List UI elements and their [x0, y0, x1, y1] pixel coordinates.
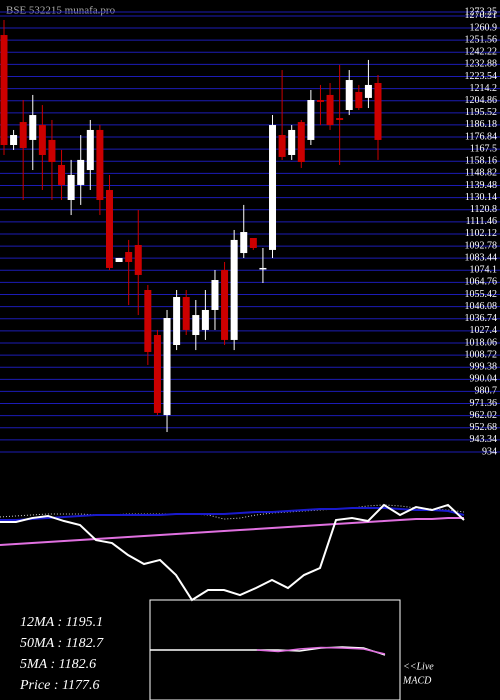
- candle-body: [10, 135, 18, 146]
- y-tick-label: 999.38: [470, 362, 498, 373]
- y-tick-label: 1260.9: [470, 22, 498, 33]
- candle-body: [269, 125, 277, 250]
- candle-body: [201, 309, 209, 330]
- y-tick-label: 1008.72: [465, 349, 498, 360]
- candle-body: [278, 135, 286, 157]
- y-tick-label: 1064.76: [465, 277, 498, 288]
- y-tick-label: 1273.25: [465, 6, 498, 17]
- y-tick-label: 1036.74: [465, 313, 498, 324]
- candle-body: [249, 237, 257, 248]
- y-tick-label: 952.68: [470, 422, 498, 433]
- candle-body: [307, 100, 315, 140]
- candle-body: [173, 297, 181, 345]
- candle-body: [345, 80, 353, 110]
- candle-body: [182, 297, 190, 330]
- candle-body: [192, 315, 200, 336]
- y-tick-label: 1158.16: [465, 156, 497, 167]
- y-tick-label: 1102.12: [465, 228, 497, 239]
- y-tick-label: 1046.08: [465, 301, 498, 312]
- candle-body: [297, 122, 305, 162]
- y-tick-label: 1130.14: [465, 192, 497, 203]
- y-tick-label: 1139.48: [465, 180, 497, 191]
- macd-label: <<Live: [403, 661, 434, 672]
- y-tick-label: 1111.46: [466, 216, 497, 227]
- y-tick-label: 1083.44: [465, 252, 498, 263]
- macd-label: MACD: [402, 675, 432, 686]
- y-tick-label: 962.02: [470, 410, 498, 421]
- y-tick-label: 1148.82: [465, 168, 497, 179]
- y-tick-label: 1242.22: [465, 47, 498, 58]
- candle-body: [288, 129, 296, 155]
- candle-body: [125, 252, 133, 262]
- y-tick-label: 1018.06: [465, 337, 498, 348]
- candle-body: [326, 94, 334, 126]
- y-tick-label: 980.7: [475, 386, 498, 397]
- y-tick-label: 1074.1: [470, 265, 498, 276]
- indicator-line: [0, 517, 464, 546]
- y-tick-label: 943.34: [470, 434, 498, 445]
- candle-body: [96, 129, 104, 200]
- candle-body: [134, 245, 142, 275]
- candle-body: [67, 174, 75, 200]
- candle-body: [0, 35, 8, 146]
- y-tick-label: 1092.78: [465, 240, 498, 251]
- y-tick-label: 1195.52: [465, 107, 497, 118]
- y-tick-label: 1120.8: [470, 204, 497, 215]
- candle-body: [77, 159, 85, 185]
- candle-body: [336, 118, 344, 120]
- candle-body: [105, 190, 113, 268]
- y-tick-label: 1176.84: [465, 131, 497, 142]
- y-tick-label: 971.36: [470, 398, 498, 409]
- candle-body: [19, 122, 27, 148]
- candle-body: [374, 83, 382, 140]
- y-tick-label: 990.04: [470, 374, 498, 385]
- y-tick-label: 1270.21: [465, 10, 498, 21]
- candle-body: [364, 84, 372, 98]
- y-tick-label: 1214.2: [470, 83, 498, 94]
- y-tick-label: 1167.5: [470, 143, 497, 154]
- candle-body: [48, 139, 56, 162]
- y-tick-label: 1204.86: [465, 95, 498, 106]
- candle-body: [163, 318, 171, 416]
- candle-body: [355, 91, 363, 109]
- candle-body: [115, 257, 123, 262]
- candle-body: [316, 100, 324, 102]
- macd-line: [256, 646, 386, 655]
- y-tick-label: 934: [482, 446, 497, 457]
- candle-body: [38, 125, 46, 155]
- candle-body: [211, 280, 219, 310]
- ma-label: 50MA : 1182.7: [20, 636, 104, 651]
- candle-body: [221, 270, 229, 340]
- y-tick-label: 1251.56: [465, 34, 498, 45]
- candle-body: [230, 239, 238, 340]
- candle-body: [86, 129, 94, 171]
- candle-body: [259, 267, 267, 270]
- y-tick-label: 1186.18: [465, 119, 497, 130]
- indicator-line: [0, 503, 465, 602]
- ma-label: 5MA : 1182.6: [20, 657, 96, 672]
- y-tick-label: 1223.54: [465, 71, 498, 82]
- candle-body: [153, 335, 161, 413]
- indicator-line: [0, 507, 465, 522]
- ma-label: Price : 1177.6: [19, 678, 99, 693]
- y-tick-label: 1027.4: [470, 325, 498, 336]
- y-tick-label: 1232.88: [465, 59, 498, 70]
- candle-body: [58, 164, 66, 185]
- chart-title: BSE 532215 munafa.pro: [6, 5, 116, 17]
- y-tick-label: 1055.42: [465, 289, 498, 300]
- ma-label: 12MA : 1195.1: [20, 615, 103, 630]
- candle-body: [240, 232, 248, 254]
- candle-body: [144, 290, 152, 353]
- candle-body: [29, 115, 37, 140]
